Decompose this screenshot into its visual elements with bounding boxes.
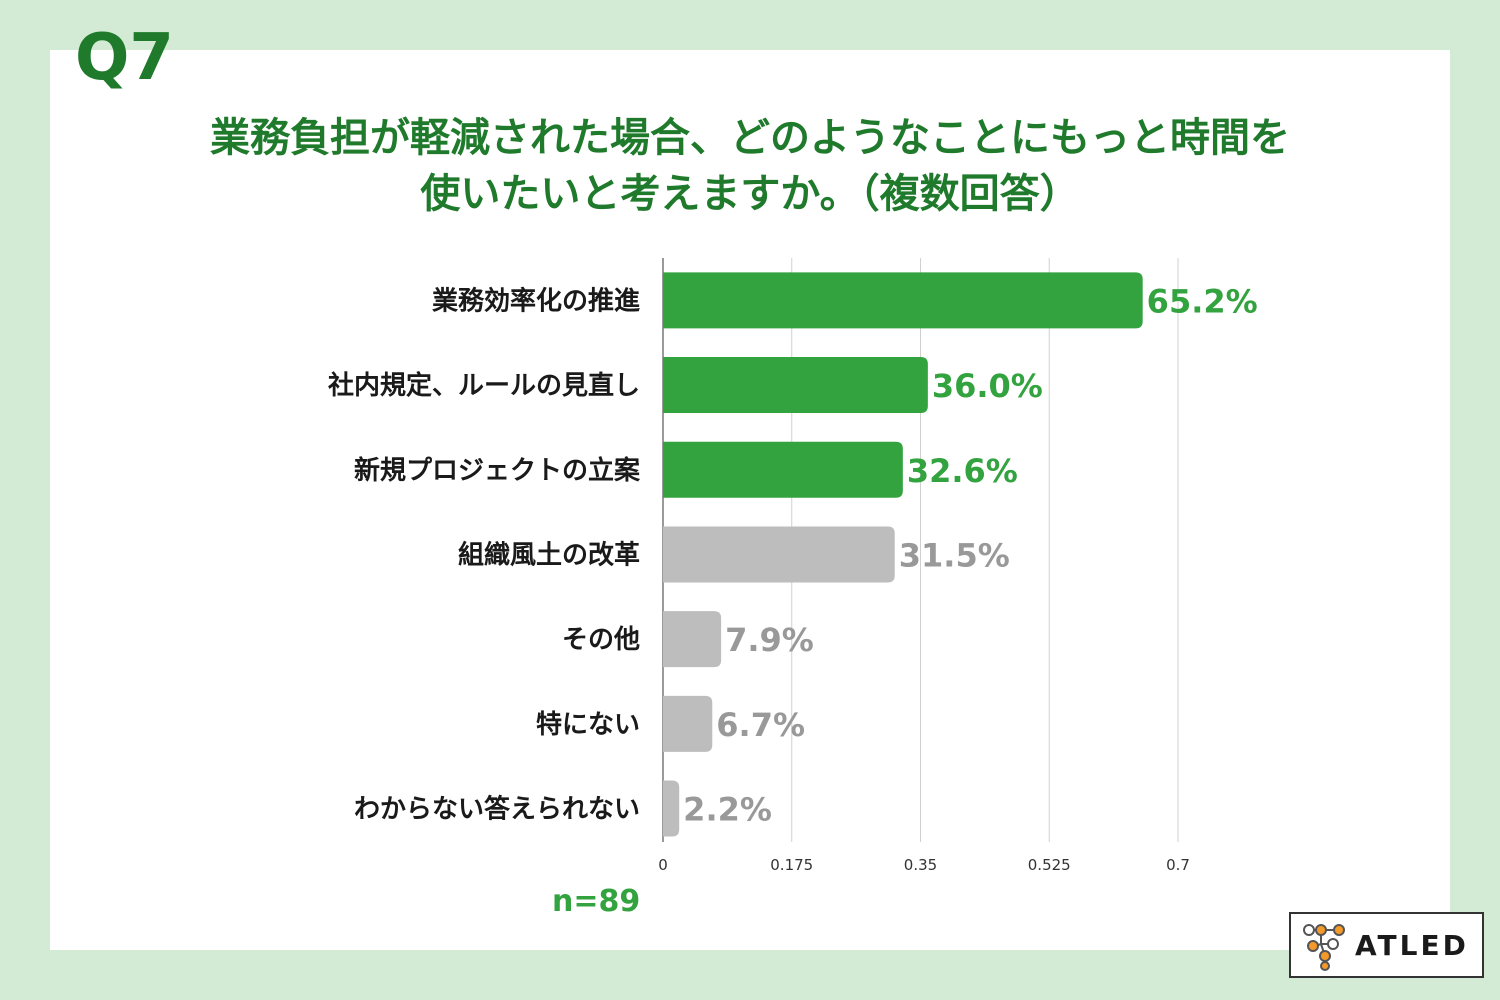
atled-logo: ATLED <box>1289 912 1484 978</box>
category-label: わからない答えられない <box>354 794 640 825</box>
category-labels: 業務効率化の推進社内規定、ルールの見直し新規プロジェクトの立案組織風土の改革その… <box>328 285 641 824</box>
value-label: 2.2% <box>683 791 772 829</box>
x-tick-label: 0.35 <box>904 856 937 874</box>
category-label: その他 <box>562 625 640 655</box>
question-number: Q7 <box>75 21 174 95</box>
bar <box>663 611 722 668</box>
bar <box>663 695 713 752</box>
category-label: 組織風土の改革 <box>458 539 640 570</box>
chart-title: 業務負担が軽減された場合、どのようなことにもっと時間を 使いたいと考えますか。（… <box>60 110 1440 222</box>
bar <box>663 357 928 414</box>
value-label: 36.0% <box>932 367 1043 405</box>
value-label: 32.6% <box>907 452 1018 490</box>
x-tick-label: 0.525 <box>1028 856 1071 874</box>
x-tick-label: 0.175 <box>770 856 813 874</box>
title-line-1: 業務負担が軽減された場合、どのようなことにもっと時間を <box>210 115 1290 161</box>
atled-molecule-icon <box>1303 924 1345 971</box>
value-labels: 65.2% 36.0% 32.6% 31.5% 7.9% 6.7% 2.2% <box>683 282 1258 828</box>
title-line-2: 使いたいと考えますか。（複数回答） <box>420 171 1080 217</box>
chart-card <box>50 50 1450 950</box>
logo-text: ATLED <box>1355 929 1469 962</box>
x-tick-label: 0.7 <box>1166 856 1190 874</box>
category-label: 社内規定、ルールの見直し <box>328 370 640 401</box>
value-label: 7.9% <box>725 621 814 659</box>
x-axis-ticks: 0 0.175 0.35 0.525 0.7 <box>658 856 1190 874</box>
sample-size-label: n=89 <box>552 884 641 919</box>
bars <box>663 272 1143 837</box>
value-label: 6.7% <box>716 706 805 744</box>
bar <box>663 526 895 583</box>
value-label: 65.2% <box>1147 282 1258 320</box>
category-label: 新規プロジェクトの立案 <box>354 455 641 486</box>
category-label: 業務効率化の推進 <box>432 285 640 316</box>
category-label: 特にない <box>536 709 640 740</box>
bar <box>663 780 680 837</box>
bar <box>663 441 903 498</box>
value-label: 31.5% <box>899 536 1010 574</box>
x-tick-label: 0 <box>658 856 668 874</box>
bar <box>663 272 1143 329</box>
